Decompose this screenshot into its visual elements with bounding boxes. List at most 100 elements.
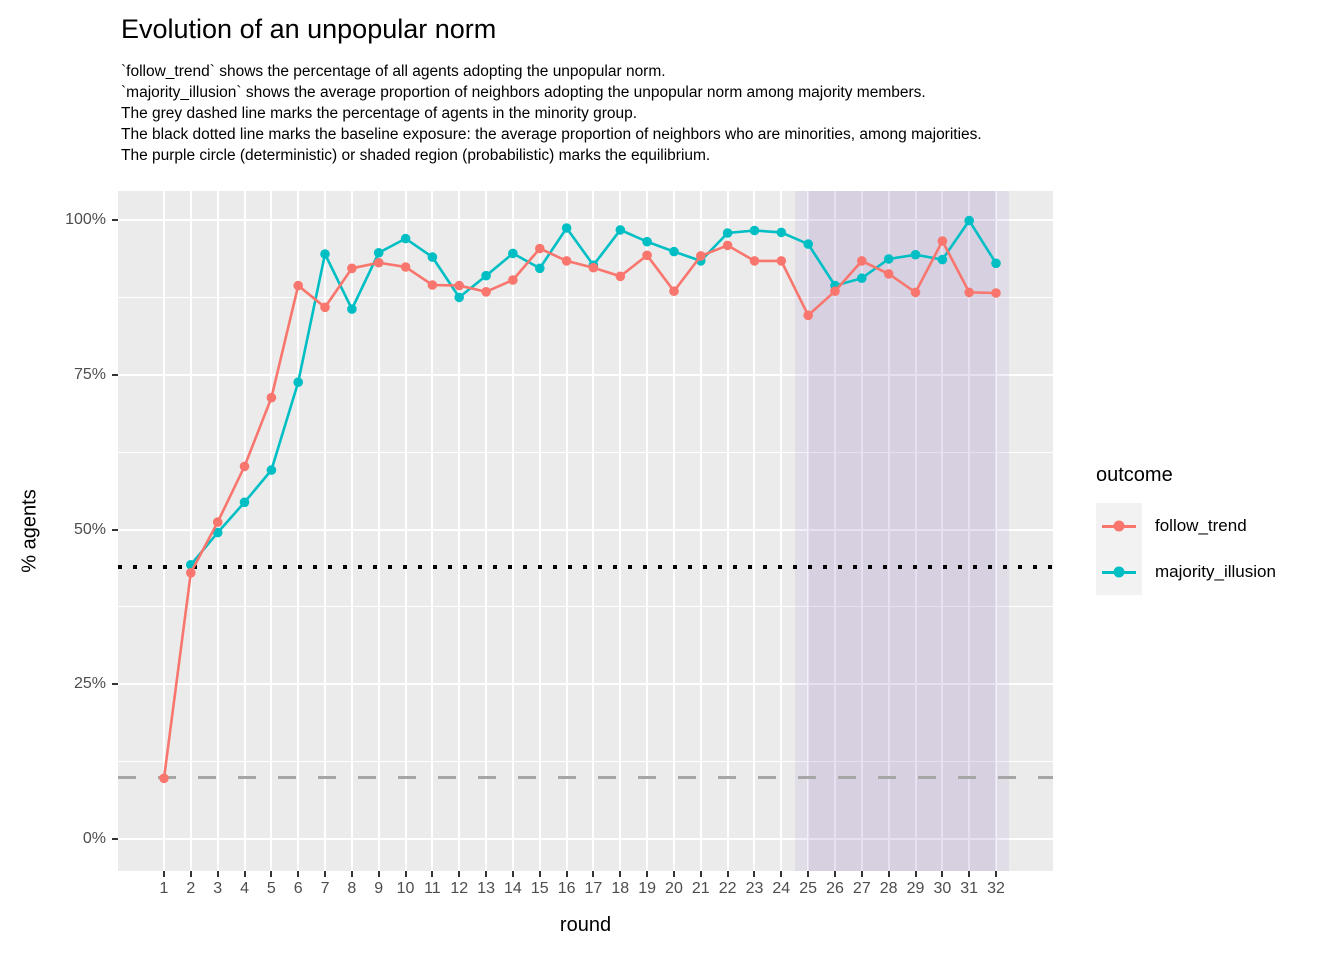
plot-subtitle-line: The black dotted line marks the baseline… bbox=[121, 126, 982, 143]
gridline-major-v bbox=[646, 191, 649, 871]
majority_illusion-point bbox=[212, 527, 223, 538]
x-tick-mark bbox=[914, 871, 917, 877]
majority_illusion-point bbox=[347, 304, 357, 314]
follow_trend-point bbox=[186, 568, 196, 578]
majority_illusion-point bbox=[883, 254, 894, 264]
follow_trend-point bbox=[561, 256, 572, 266]
follow_trend-point bbox=[481, 287, 491, 297]
x-tick-mark bbox=[431, 871, 434, 877]
x-tick-mark bbox=[538, 871, 541, 877]
gridline-major-v bbox=[350, 191, 353, 871]
x-tick-label: 6 bbox=[293, 880, 303, 897]
plot-subtitle-line: The purple circle (deterministic) or sha… bbox=[121, 147, 711, 164]
gridline-major-h bbox=[118, 838, 1053, 840]
x-tick-label: 15 bbox=[530, 880, 549, 897]
x-tick-label: 14 bbox=[504, 880, 522, 897]
follow_trend-key-dot bbox=[1113, 520, 1125, 532]
plot-subtitle-line: The grey dashed line marks the percentag… bbox=[121, 105, 638, 122]
follow_trend-point bbox=[347, 263, 357, 274]
x-tick-label: 1 bbox=[159, 880, 169, 897]
x-tick-mark bbox=[350, 871, 353, 877]
gridline-major-v bbox=[324, 191, 327, 871]
gridline-major-v bbox=[511, 191, 514, 871]
plot-subtitle-line: `follow_trend` shows the percentage of a… bbox=[121, 63, 666, 80]
x-tick-label: 28 bbox=[879, 880, 898, 897]
x-tick-label: 19 bbox=[638, 880, 656, 897]
x-tick-mark bbox=[297, 871, 300, 877]
x-tick-mark bbox=[270, 871, 273, 877]
majority_illusion-point bbox=[669, 246, 679, 257]
x-tick-label: 11 bbox=[424, 880, 441, 897]
x-tick-mark bbox=[485, 871, 488, 877]
x-tick-label: 4 bbox=[240, 880, 249, 897]
majority_illusion-point bbox=[749, 225, 760, 236]
x-tick-label: 8 bbox=[347, 880, 357, 897]
y-tick-mark bbox=[112, 683, 118, 686]
y-tick-label: 0% bbox=[82, 830, 106, 847]
x-tick-label: 9 bbox=[374, 880, 384, 897]
x-tick-mark bbox=[511, 871, 514, 877]
gridline-major-v bbox=[189, 191, 192, 871]
legend-items: follow_trend majority_illusion bbox=[1096, 503, 1276, 595]
x-tick-label: 23 bbox=[745, 880, 764, 897]
follow_trend-point bbox=[400, 262, 411, 272]
follow_trend-point bbox=[910, 287, 921, 298]
follow_trend-point bbox=[239, 461, 250, 472]
gridline-minor-h bbox=[118, 451, 1053, 453]
x-tick-mark bbox=[377, 871, 380, 877]
follow_trend-point bbox=[320, 302, 330, 313]
gridline-major-v bbox=[163, 191, 165, 871]
gridline-major-v bbox=[914, 191, 917, 871]
gridline-major-v bbox=[780, 191, 783, 871]
x-tick-mark bbox=[619, 871, 622, 877]
follow_trend-point bbox=[293, 280, 303, 291]
follow_trend-point bbox=[991, 288, 1001, 298]
x-tick-label: 31 bbox=[960, 880, 979, 897]
y-tick-label: 25% bbox=[73, 675, 106, 693]
x-tick-mark bbox=[189, 871, 192, 877]
x-tick-mark bbox=[324, 871, 327, 877]
x-tick-mark bbox=[834, 871, 836, 877]
x-tick-mark bbox=[860, 871, 863, 877]
majority_illusion-point bbox=[239, 497, 250, 508]
gridline-major-v bbox=[592, 191, 595, 871]
majority_illusion-point bbox=[964, 215, 974, 226]
gridline-major-v bbox=[458, 191, 461, 871]
x-tick-mark bbox=[807, 871, 810, 877]
gridline-major-v bbox=[270, 191, 273, 871]
follow_trend-point bbox=[964, 287, 974, 298]
y-tick-label: 50% bbox=[73, 520, 106, 538]
gridline-major-v bbox=[995, 191, 998, 871]
gridline-major-v bbox=[404, 191, 407, 871]
majority_illusion-point bbox=[400, 233, 411, 244]
x-tick-mark bbox=[458, 871, 461, 877]
x-tick-mark bbox=[726, 871, 729, 877]
x-tick-mark bbox=[699, 871, 702, 877]
majority_illusion-point bbox=[937, 254, 948, 265]
follow_trend-point bbox=[615, 271, 626, 282]
x-tick-mark bbox=[216, 871, 219, 877]
gridline-major-v bbox=[726, 191, 729, 871]
follow_trend-point bbox=[373, 257, 384, 268]
x-tick-label: 17 bbox=[584, 880, 603, 897]
legend-item-label: majority_illusion bbox=[1155, 562, 1276, 581]
majority_illusion-point bbox=[508, 248, 518, 259]
equilibrium-region-inner bbox=[808, 191, 997, 871]
x-tick-label: 13 bbox=[477, 880, 495, 897]
plot-panel bbox=[118, 191, 1053, 871]
x-tick-label: 7 bbox=[320, 880, 330, 897]
gridline-major-v bbox=[297, 191, 300, 871]
majority_illusion-point bbox=[454, 292, 465, 303]
majority_illusion-point bbox=[857, 273, 867, 283]
x-tick-mark bbox=[646, 871, 649, 877]
gridline-major-v bbox=[431, 191, 434, 871]
follow_trend-point bbox=[454, 280, 465, 291]
follow_trend-point bbox=[508, 275, 518, 285]
plot-subtitle-line: `majority_illusion` shows the average pr… bbox=[121, 84, 926, 101]
gridline-minor-h bbox=[118, 761, 1053, 763]
follow_trend-point bbox=[159, 773, 169, 784]
majority_illusion-point bbox=[535, 263, 545, 274]
follow_trend-point bbox=[803, 310, 813, 321]
majority_illusion-point bbox=[991, 258, 1001, 269]
follow_trend-point bbox=[427, 280, 438, 290]
